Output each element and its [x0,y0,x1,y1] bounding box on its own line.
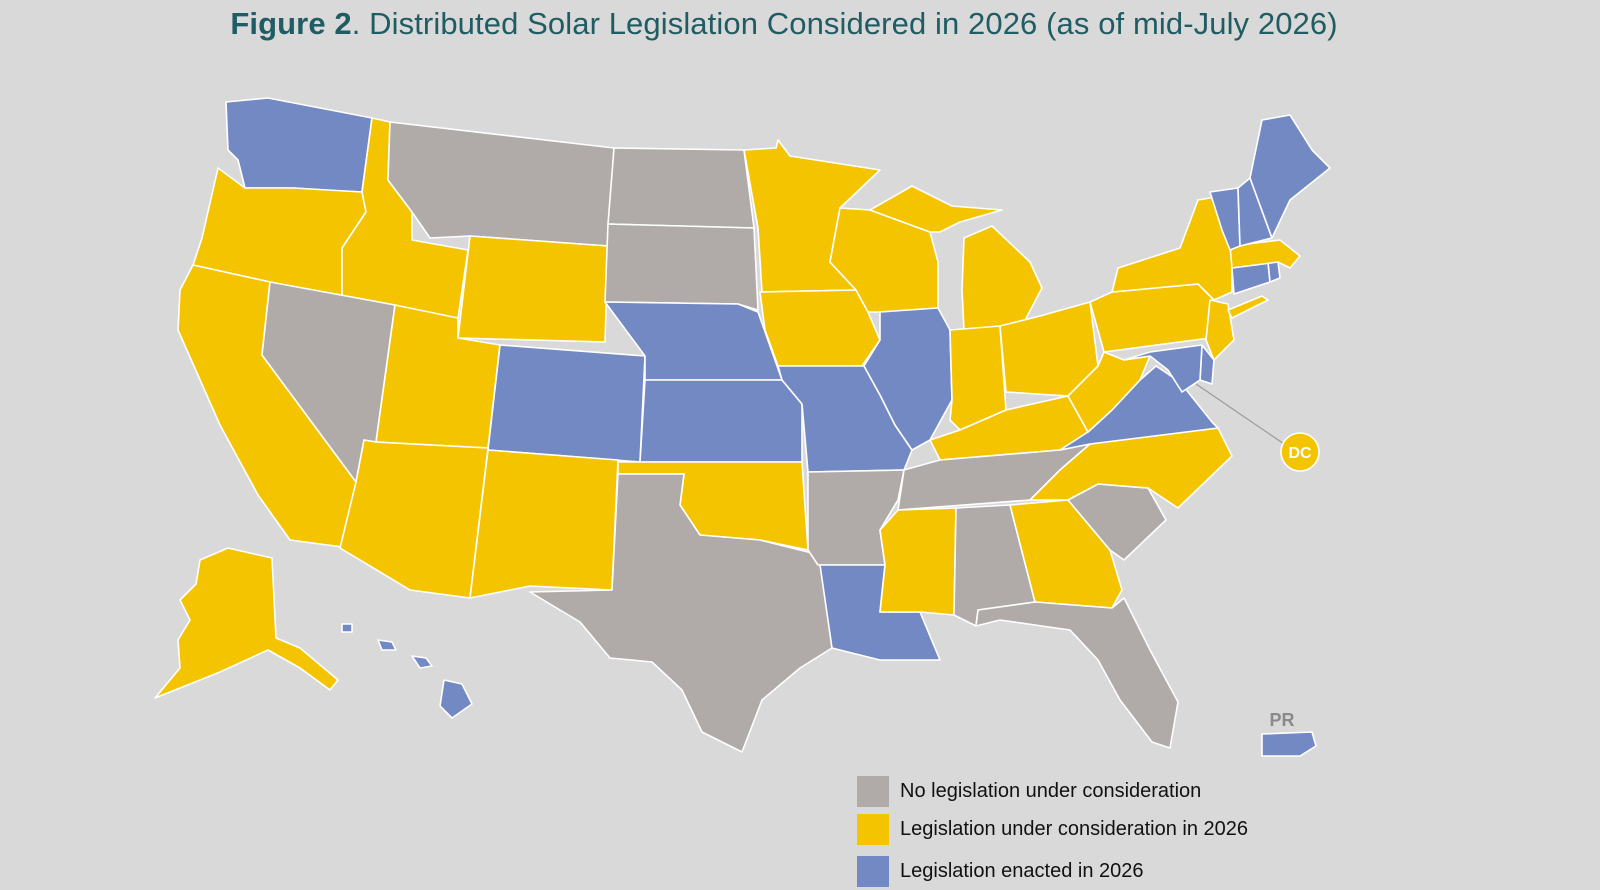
state-WA [225,97,373,193]
state-IL [863,307,953,451]
state-PA [1089,283,1215,353]
state-CO [487,344,646,463]
legend-label-none: No legislation under consideration [900,780,1202,802]
state-MI [961,225,1043,331]
state-HI-maui [411,655,433,669]
pr-label: PR [1269,710,1294,730]
state-FL [975,597,1179,749]
state-MS [879,507,957,616]
state-NM [469,449,619,599]
state-WY [457,235,609,343]
state-MT [387,121,615,247]
state-NC [1029,427,1233,509]
state-HI-kauai [341,623,353,633]
state-MA [1229,239,1301,269]
state-KS [639,379,803,463]
state-DC [1280,432,1320,472]
state-ND [607,147,755,229]
dc-label: DC [1288,445,1312,462]
state-HI-oahu [377,639,397,651]
state-NJ [1205,299,1235,361]
state-TX [529,473,833,753]
legend-swatch-enacted [857,856,889,887]
state-SD [604,223,759,311]
state-PR [1261,731,1317,757]
state-NJ-shore [1227,295,1269,319]
legend-swatch-consideration [857,814,889,845]
state-ME [1249,114,1331,239]
figure-title-text: . Distributed Solar Legislation Consider… [351,6,1338,41]
state-AK [154,547,339,699]
figure-title: Figure 2. Distributed Solar Legislation … [0,6,1568,42]
legend-label-consideration: Legislation under consideration in 2026 [900,818,1249,840]
legend-item-none: No legislation under consideration [857,776,1201,807]
dc-leader-line [1195,383,1291,449]
state-NY [1111,195,1233,301]
figure-number: Figure 2 [230,6,352,41]
legend-item-enacted: Legislation enacted in 2026 [857,856,1144,887]
state-MD [1123,344,1203,393]
legend-label-enacted: Legislation enacted in 2026 [900,860,1144,882]
legend-item-consideration: Legislation under consideration in 2026 [857,814,1248,845]
state-AZ [339,439,489,599]
state-MI-UP [869,185,1003,233]
state-VT [1209,187,1241,251]
legend-swatch-none [857,776,889,807]
state-RI [1267,261,1281,283]
state-HI [439,679,473,719]
